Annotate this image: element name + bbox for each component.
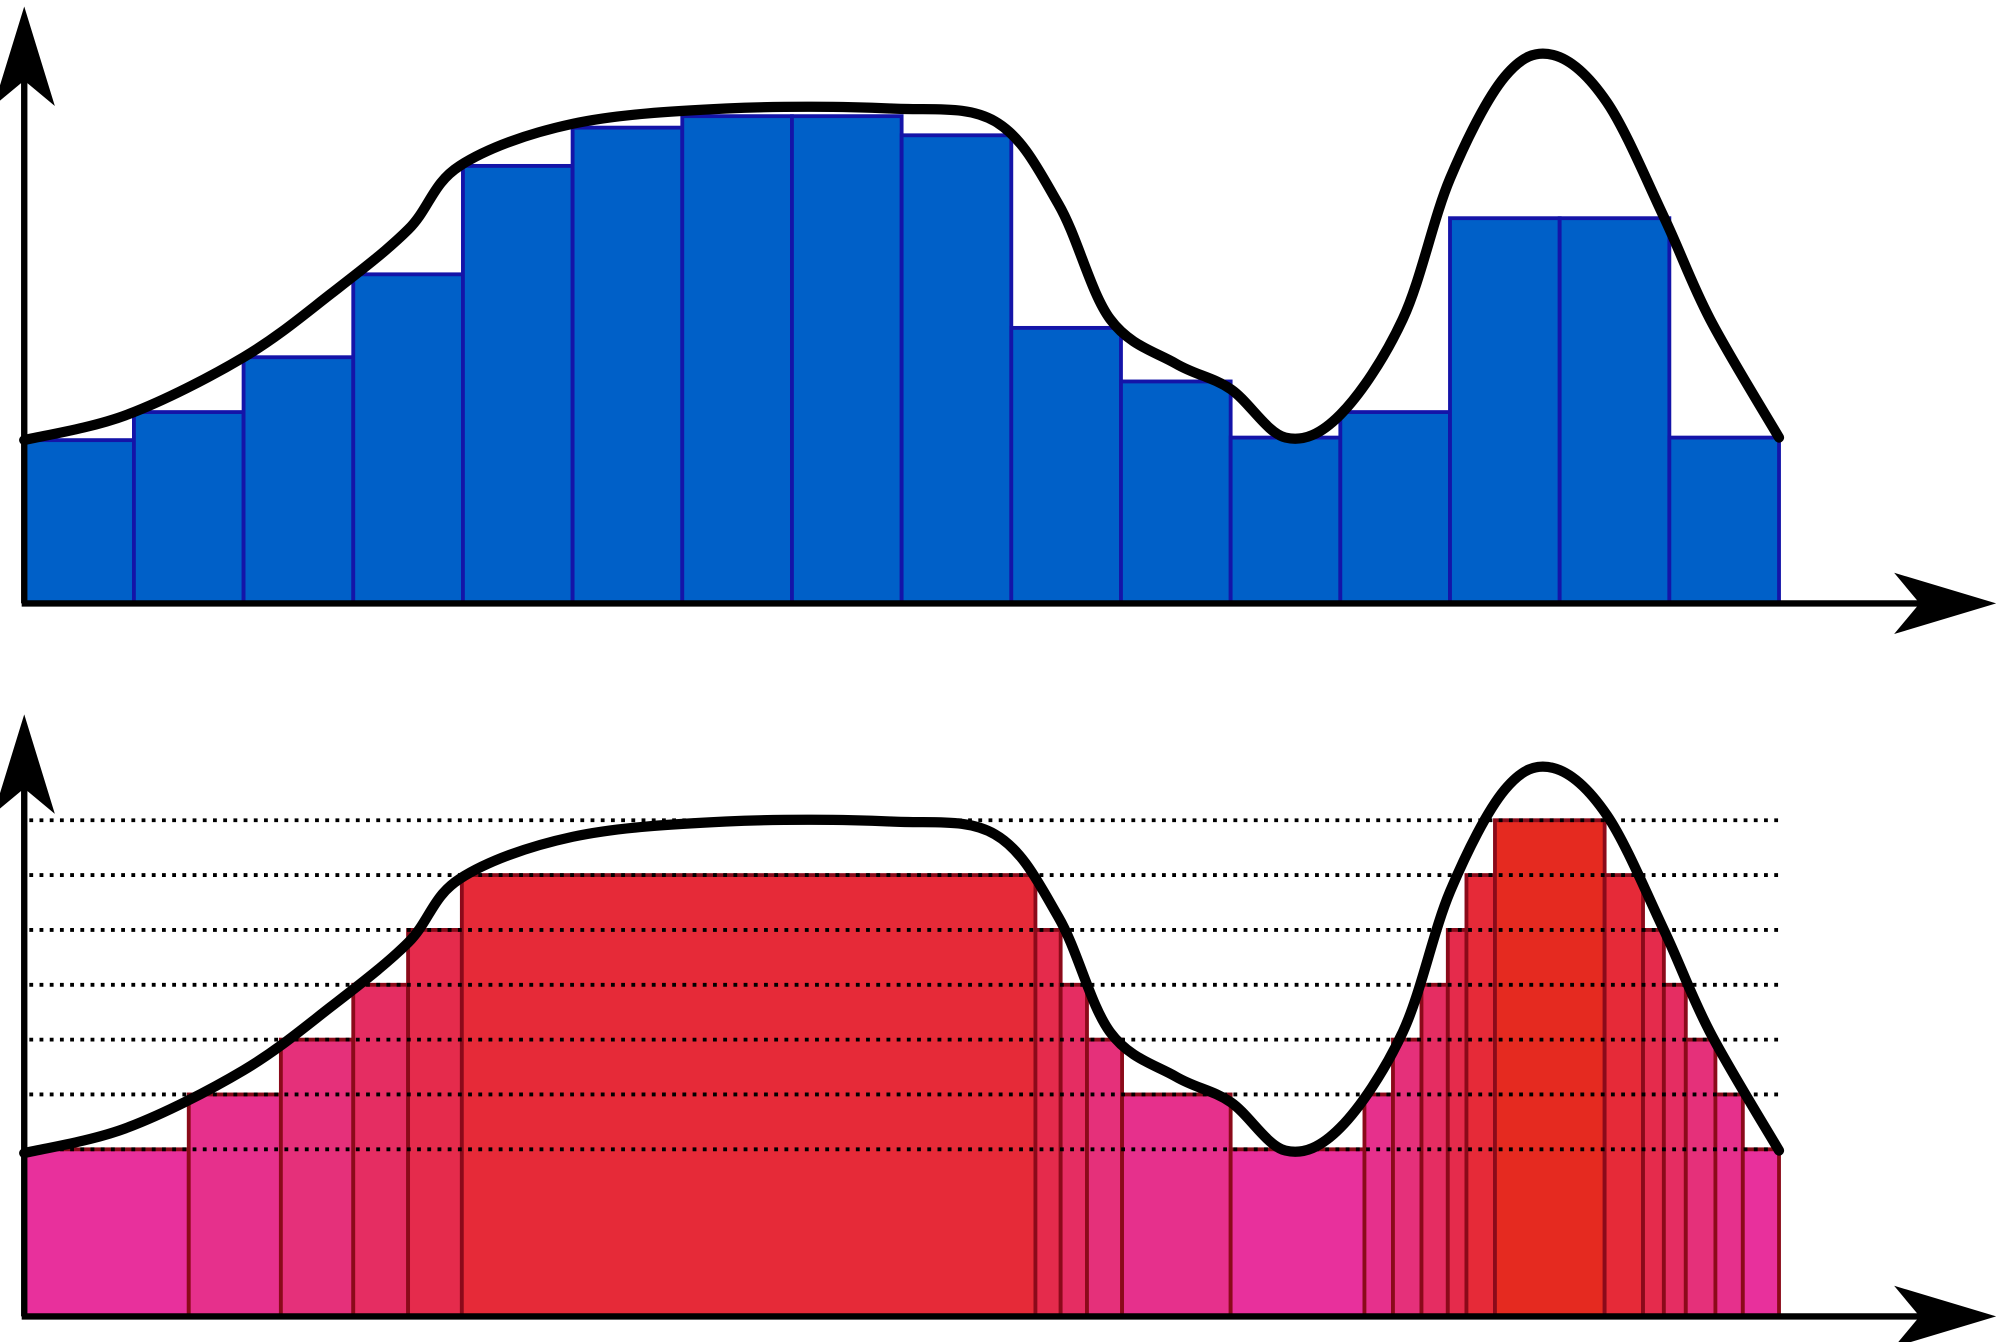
bar (1419, 982, 1450, 1319)
bar (1493, 818, 1607, 1319)
bar (1120, 1092, 1233, 1319)
bar (1740, 1147, 1781, 1319)
bar (186, 1092, 283, 1319)
bar (22, 1147, 191, 1319)
bar (1557, 216, 1672, 606)
curve (19, 761, 1785, 1159)
bar (278, 1037, 356, 1319)
x-axis-arrow (1894, 572, 1997, 635)
bar (1119, 379, 1233, 606)
bar (1362, 1092, 1395, 1319)
bar (1391, 1037, 1424, 1319)
bar (790, 114, 904, 606)
bar (1228, 435, 1343, 606)
bar (351, 272, 465, 606)
bar (1009, 325, 1123, 606)
bar (1713, 1092, 1745, 1319)
y-axis-arrow (0, 714, 55, 814)
bar (1641, 928, 1666, 1319)
bar (570, 125, 685, 606)
x-axis-arrow (1894, 1285, 1997, 1342)
y-axis-arrow (0, 6, 55, 106)
bar (1338, 410, 1452, 606)
bar (1448, 216, 1562, 606)
bar (131, 410, 246, 606)
bar (1683, 1037, 1718, 1319)
bar (406, 928, 464, 1319)
bar (1085, 1037, 1124, 1319)
bar (1445, 928, 1469, 1319)
bar (1667, 435, 1781, 606)
bar (680, 114, 794, 606)
bar (1228, 1147, 1367, 1319)
curve (19, 48, 1785, 446)
bar (899, 133, 1014, 606)
bar (241, 355, 356, 606)
bar (1033, 928, 1063, 1319)
bar (22, 438, 136, 606)
bar (461, 163, 575, 606)
